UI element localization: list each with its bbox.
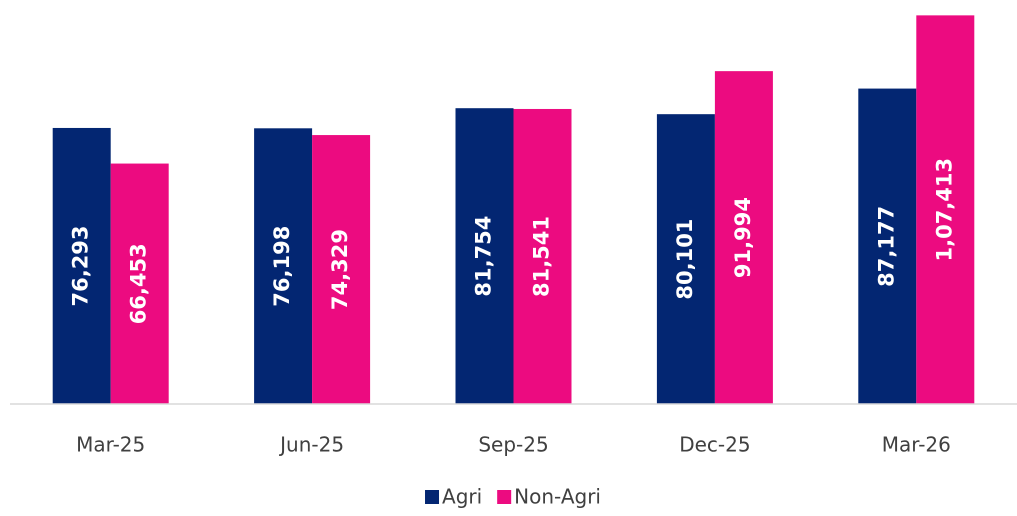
x-tick-label: Dec-25 — [679, 433, 750, 457]
bar — [513, 108, 572, 404]
legend-label: Non-Agri — [514, 485, 601, 509]
legend-swatch — [497, 490, 512, 504]
bar — [858, 88, 917, 405]
bar — [656, 114, 715, 404]
bar — [916, 15, 975, 405]
value-label: 87,177 — [874, 206, 898, 287]
value-label: 81,754 — [472, 216, 496, 297]
bar — [455, 108, 514, 405]
value-label: 91,994 — [731, 197, 755, 278]
x-tick-label: Sep-25 — [478, 433, 548, 457]
value-label: 1,07,413 — [932, 158, 956, 262]
value-label: 76,293 — [69, 225, 93, 306]
x-tick-label: Mar-26 — [882, 433, 951, 457]
bar — [110, 163, 169, 404]
bar — [52, 127, 111, 404]
value-label: 81,541 — [530, 216, 554, 297]
legend-label: Agri — [442, 485, 482, 509]
legend-swatch — [425, 490, 440, 504]
value-label: 74,329 — [328, 229, 352, 310]
bar — [254, 128, 313, 404]
x-tick-label: Mar-25 — [76, 433, 145, 457]
bar — [312, 135, 371, 405]
value-label: 66,453 — [127, 243, 151, 324]
value-label: 80,101 — [673, 219, 697, 300]
x-tick-label: Jun-25 — [278, 433, 344, 457]
value-label: 76,198 — [270, 226, 294, 307]
bar — [714, 71, 773, 404]
